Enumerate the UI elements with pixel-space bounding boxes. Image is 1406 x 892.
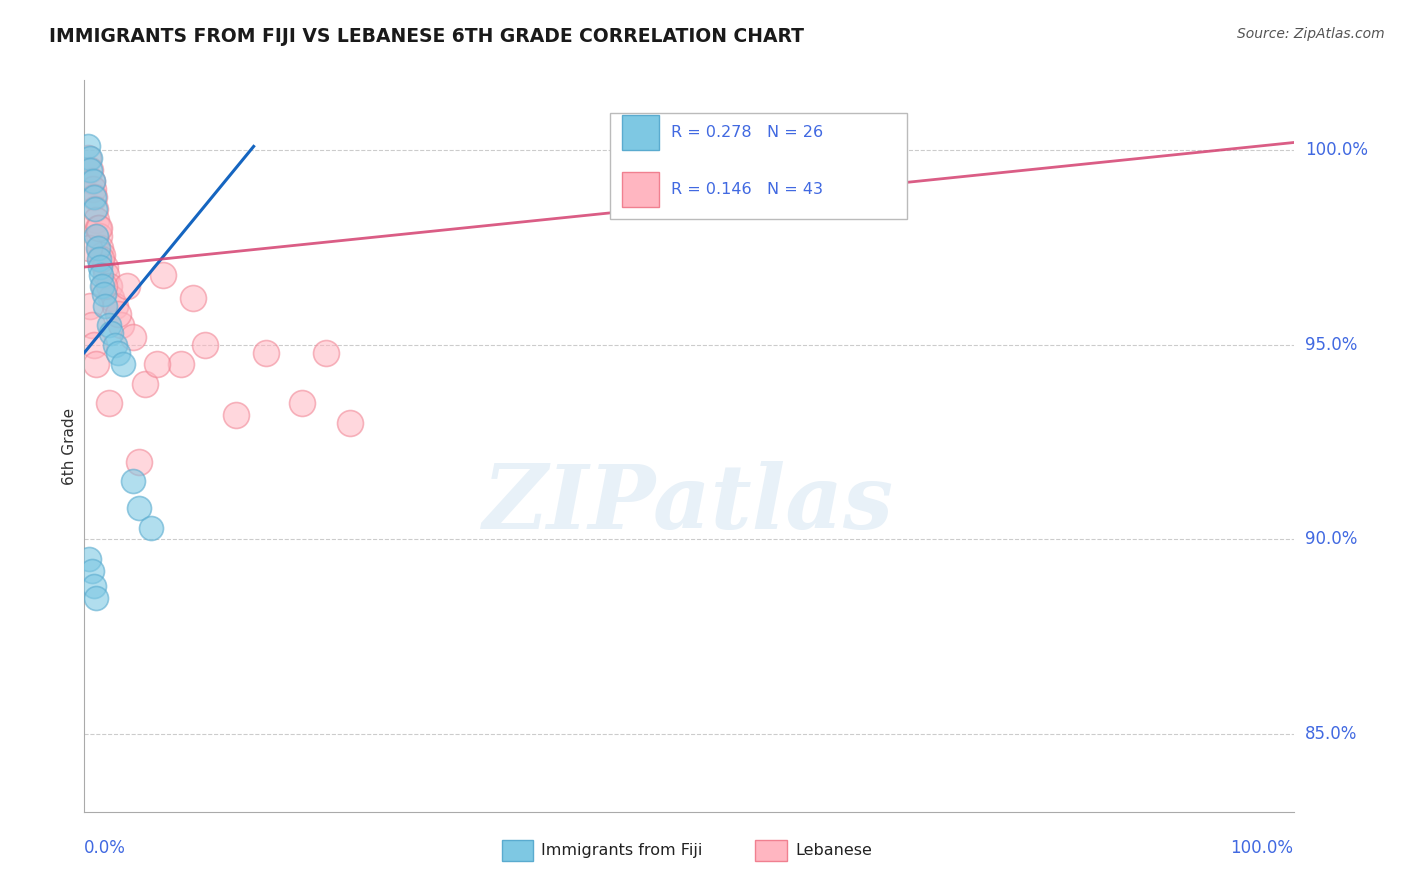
Point (87, 221, 110, 235)
Point (86, 241, 108, 255)
Point (87, 228, 110, 243)
Point (83, 190, 105, 204)
Point (139, 521, 162, 535)
Point (90, 268, 112, 282)
Point (86, 591, 108, 605)
Point (97, 279, 120, 293)
Point (80, 174, 103, 188)
Text: IMMIGRANTS FROM FIJI VS LEBANESE 6TH GRADE CORRELATION CHART: IMMIGRANTS FROM FIJI VS LEBANESE 6TH GRA… (49, 27, 804, 45)
Point (194, 338, 217, 352)
Point (93, 279, 115, 293)
Point (107, 307, 129, 321)
Text: 85.0%: 85.0% (1305, 725, 1357, 743)
Text: 90.0%: 90.0% (1305, 531, 1357, 549)
Point (79, 151, 101, 165)
Point (89, 260, 111, 274)
Text: ZIPatlas: ZIPatlas (484, 461, 894, 548)
Point (146, 357, 169, 371)
Point (225, 408, 247, 422)
Point (83, 338, 105, 352)
FancyBboxPatch shape (755, 839, 787, 862)
Point (121, 330, 143, 344)
Point (291, 396, 314, 410)
Point (94, 260, 117, 274)
Point (82, 182, 104, 196)
Point (83, 190, 105, 204)
Point (84, 202, 107, 216)
FancyBboxPatch shape (610, 113, 907, 219)
Point (678, 162, 700, 177)
Point (107, 345, 129, 359)
Point (91, 248, 114, 262)
Point (104, 299, 127, 313)
Point (152, 268, 174, 282)
Text: Lebanese: Lebanese (796, 843, 872, 858)
Point (97, 396, 120, 410)
Text: 100.0%: 100.0% (1230, 839, 1294, 857)
Y-axis label: 6th Grade: 6th Grade (62, 408, 77, 484)
Text: R = 0.278   N = 26: R = 0.278 N = 26 (671, 125, 823, 140)
Point (83, 579, 105, 593)
Point (115, 279, 138, 293)
Point (315, 345, 337, 359)
Text: 0.0%: 0.0% (84, 839, 127, 857)
Point (91, 279, 114, 293)
Point (80, 564, 103, 578)
Point (134, 376, 156, 391)
Point (110, 318, 132, 333)
Point (170, 357, 193, 371)
Point (77, 151, 100, 165)
Point (181, 291, 204, 305)
Point (94, 268, 117, 282)
Point (86, 213, 108, 227)
Point (254, 345, 277, 359)
Point (79, 162, 101, 177)
Point (94, 299, 117, 313)
Point (339, 416, 361, 430)
Point (89, 241, 111, 255)
Point (90, 252, 112, 267)
Text: R = 0.146   N = 43: R = 0.146 N = 43 (671, 182, 823, 197)
Point (77, 139, 100, 153)
Point (77, 241, 100, 255)
Point (86, 228, 108, 243)
Point (86, 221, 108, 235)
Point (77, 551, 100, 566)
Point (859, 136, 882, 150)
Text: 100.0%: 100.0% (1305, 141, 1368, 160)
Point (128, 501, 150, 516)
Point (86, 357, 108, 371)
Point (104, 338, 127, 352)
Point (79, 299, 101, 313)
Point (97, 318, 120, 333)
FancyBboxPatch shape (623, 171, 659, 207)
Point (79, 162, 101, 177)
Point (80, 318, 103, 333)
Text: 95.0%: 95.0% (1305, 336, 1357, 354)
FancyBboxPatch shape (502, 839, 533, 862)
Point (100, 326, 122, 341)
Point (128, 454, 150, 468)
Point (121, 474, 143, 488)
Point (112, 357, 135, 371)
Point (82, 174, 104, 188)
FancyBboxPatch shape (623, 115, 659, 150)
Text: Source: ZipAtlas.com: Source: ZipAtlas.com (1237, 27, 1385, 41)
Point (87, 252, 110, 267)
Text: Immigrants from Fiji: Immigrants from Fiji (541, 843, 703, 858)
Point (93, 287, 115, 301)
Point (100, 291, 122, 305)
Point (84, 202, 107, 216)
